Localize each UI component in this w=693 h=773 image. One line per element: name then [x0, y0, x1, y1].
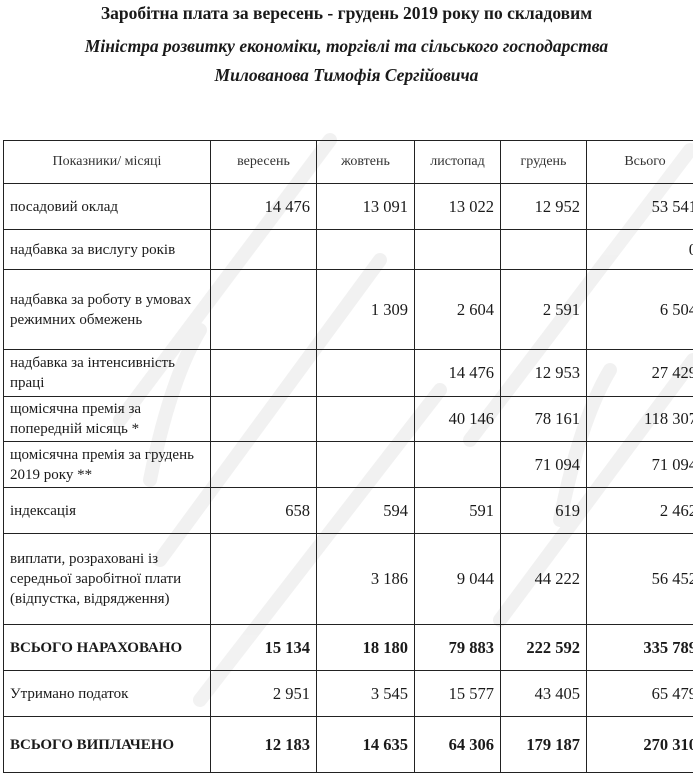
- column-header: грудень: [501, 141, 587, 184]
- cell-value: 13 022: [415, 184, 501, 230]
- cell-value: 2 591: [501, 270, 587, 350]
- cell-value: 14 476: [415, 350, 501, 397]
- cell-value: [317, 397, 415, 442]
- cell-value: 12 952: [501, 184, 587, 230]
- cell-value: 2 951: [211, 671, 317, 717]
- document-title: Заробітна плата за вересень - грудень 20…: [0, 3, 693, 24]
- cell-value: 658: [211, 488, 317, 534]
- cell-value: [415, 230, 501, 270]
- cell-value: 15 134: [211, 625, 317, 671]
- cell-value: [317, 442, 415, 488]
- cell-value: 71 094: [501, 442, 587, 488]
- cell-value: 65 479: [587, 671, 693, 717]
- row-label: Утримано податок: [4, 671, 211, 717]
- cell-value: 14 476: [211, 184, 317, 230]
- row-label: ВСЬОГО ВИПЛАЧЕНО: [4, 717, 211, 773]
- cell-value: 591: [415, 488, 501, 534]
- cell-value: 64 306: [415, 717, 501, 773]
- cell-value: 594: [317, 488, 415, 534]
- row-label: надбавка за вислугу років: [4, 230, 211, 270]
- table-row: надбавка за роботу в умовах режимних обм…: [4, 270, 693, 350]
- cell-value: 27 429: [587, 350, 693, 397]
- cell-value: 14 635: [317, 717, 415, 773]
- cell-value: 335 789: [587, 625, 693, 671]
- cell-value: 56 452: [587, 534, 693, 625]
- cell-value: 3 545: [317, 671, 415, 717]
- document-subtitle-position: Міністра розвитку економіки, торгівлі та…: [0, 36, 693, 57]
- cell-value: 222 592: [501, 625, 587, 671]
- cell-value: 13 091: [317, 184, 415, 230]
- cell-value: [211, 442, 317, 488]
- row-label: виплати, розраховані із середньої заробі…: [4, 534, 211, 625]
- column-header: вересень: [211, 141, 317, 184]
- cell-value: [211, 534, 317, 625]
- row-label: індексація: [4, 488, 211, 534]
- table-row: надбавка за вислугу років 0: [4, 230, 693, 270]
- row-label: щомісячна премія за попередній місяць *: [4, 397, 211, 442]
- cell-value: 71 094: [587, 442, 693, 488]
- cell-value: 18 180: [317, 625, 415, 671]
- cell-value: [211, 230, 317, 270]
- row-label: посадовий оклад: [4, 184, 211, 230]
- cell-value: 0: [587, 230, 693, 270]
- cell-value: 9 044: [415, 534, 501, 625]
- cell-value: 44 222: [501, 534, 587, 625]
- column-header: Всього: [587, 141, 693, 184]
- table-row: щомісячна премія за грудень 2019 року **…: [4, 442, 693, 488]
- cell-value: [317, 230, 415, 270]
- cell-value: 2 604: [415, 270, 501, 350]
- cell-value: [211, 350, 317, 397]
- cell-value: 53 541: [587, 184, 693, 230]
- row-label: щомісячна премія за грудень 2019 року **: [4, 442, 211, 488]
- cell-value: 40 146: [415, 397, 501, 442]
- document-subtitle-name: Милованова Тимофія Сергійовича: [0, 65, 693, 86]
- table-row: щомісячна премія за попередній місяць * 4…: [4, 397, 693, 442]
- cell-value: [415, 442, 501, 488]
- cell-value: 1 309: [317, 270, 415, 350]
- cell-value: 179 187: [501, 717, 587, 773]
- cell-value: [211, 397, 317, 442]
- cell-value: 270 310: [587, 717, 693, 773]
- cell-value: 43 405: [501, 671, 587, 717]
- cell-value: 619: [501, 488, 587, 534]
- cell-value: [501, 230, 587, 270]
- column-header: жовтень: [317, 141, 415, 184]
- column-header: Показники/ місяці: [4, 141, 211, 184]
- cell-value: 12 183: [211, 717, 317, 773]
- cell-value: 12 953: [501, 350, 587, 397]
- cell-value: 6 504: [587, 270, 693, 350]
- cell-value: 118 307: [587, 397, 693, 442]
- cell-value: 3 186: [317, 534, 415, 625]
- row-label: надбавка за інтенсивність праці: [4, 350, 211, 397]
- cell-value: 15 577: [415, 671, 501, 717]
- row-label: ВСЬОГО НАРАХОВАНО: [4, 625, 211, 671]
- column-header: листопад: [415, 141, 501, 184]
- table-row: виплати, розраховані із середньої заробі…: [4, 534, 693, 625]
- cell-value: 78 161: [501, 397, 587, 442]
- cell-value: [317, 350, 415, 397]
- row-label: надбавка за роботу в умовах режимних обм…: [4, 270, 211, 350]
- cell-value: 2 462: [587, 488, 693, 534]
- cell-value: 79 883: [415, 625, 501, 671]
- cell-value: [211, 270, 317, 350]
